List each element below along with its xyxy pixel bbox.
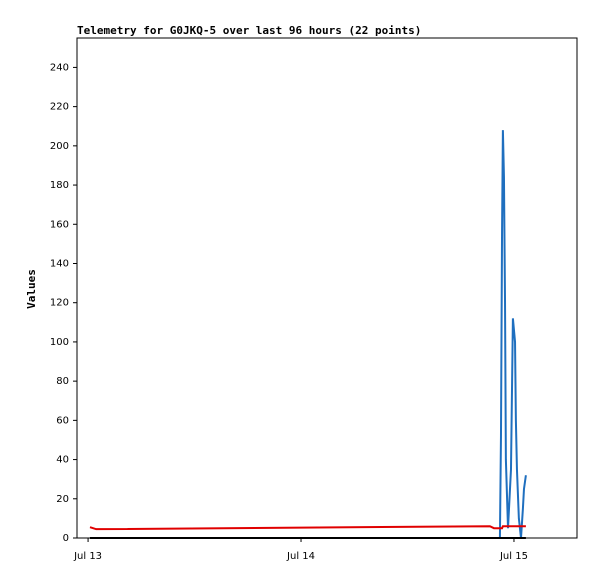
y-tick-label: 240 — [50, 62, 69, 73]
y-tick-label: 220 — [50, 102, 69, 113]
y-tick-label: 100 — [50, 337, 69, 348]
y-axis-label: Values — [25, 269, 38, 309]
x-tick-label: Jul 14 — [286, 551, 315, 562]
x-tick-label: Jul 15 — [499, 551, 528, 562]
y-tick-label: 20 — [56, 494, 69, 505]
x-tick-label: Jul 13 — [73, 551, 102, 562]
y-tick-label: 60 — [56, 415, 69, 426]
y-tick-label: 160 — [50, 219, 69, 230]
chart-title: Telemetry for G0JKQ-5 over last 96 hours… — [77, 24, 421, 37]
y-tick-label: 120 — [50, 298, 69, 309]
y-tick-label: 180 — [50, 180, 69, 191]
y-tick-label: 200 — [50, 141, 69, 152]
y-tick-label: 0 — [63, 533, 69, 544]
line-series — [89, 525, 526, 531]
y-tick-label: 140 — [50, 258, 69, 269]
line-series — [89, 130, 527, 539]
y-tick-label: 40 — [56, 455, 69, 466]
y-tick-label: 80 — [56, 376, 69, 387]
